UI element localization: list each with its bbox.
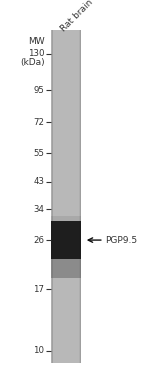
Bar <box>80 30 81 363</box>
Bar <box>80 30 81 363</box>
Text: Rat brain: Rat brain <box>59 0 94 33</box>
Text: 130: 130 <box>28 49 45 58</box>
Bar <box>51 216 81 221</box>
Bar <box>51 259 81 278</box>
Bar <box>80 30 81 363</box>
Text: 34: 34 <box>33 205 45 214</box>
Bar <box>51 221 81 259</box>
Text: MW: MW <box>28 37 45 46</box>
Text: 55: 55 <box>33 149 45 158</box>
Text: 72: 72 <box>33 118 45 127</box>
Text: (kDa): (kDa) <box>20 58 45 67</box>
Text: PGP9.5: PGP9.5 <box>105 236 137 245</box>
Bar <box>51 30 81 363</box>
Text: 17: 17 <box>33 285 45 294</box>
Text: 95: 95 <box>34 86 45 95</box>
Bar <box>80 30 81 363</box>
Text: 43: 43 <box>33 177 45 186</box>
Bar <box>51 30 52 363</box>
Text: 26: 26 <box>33 236 45 245</box>
Text: 10: 10 <box>33 346 45 355</box>
Bar <box>52 30 53 363</box>
